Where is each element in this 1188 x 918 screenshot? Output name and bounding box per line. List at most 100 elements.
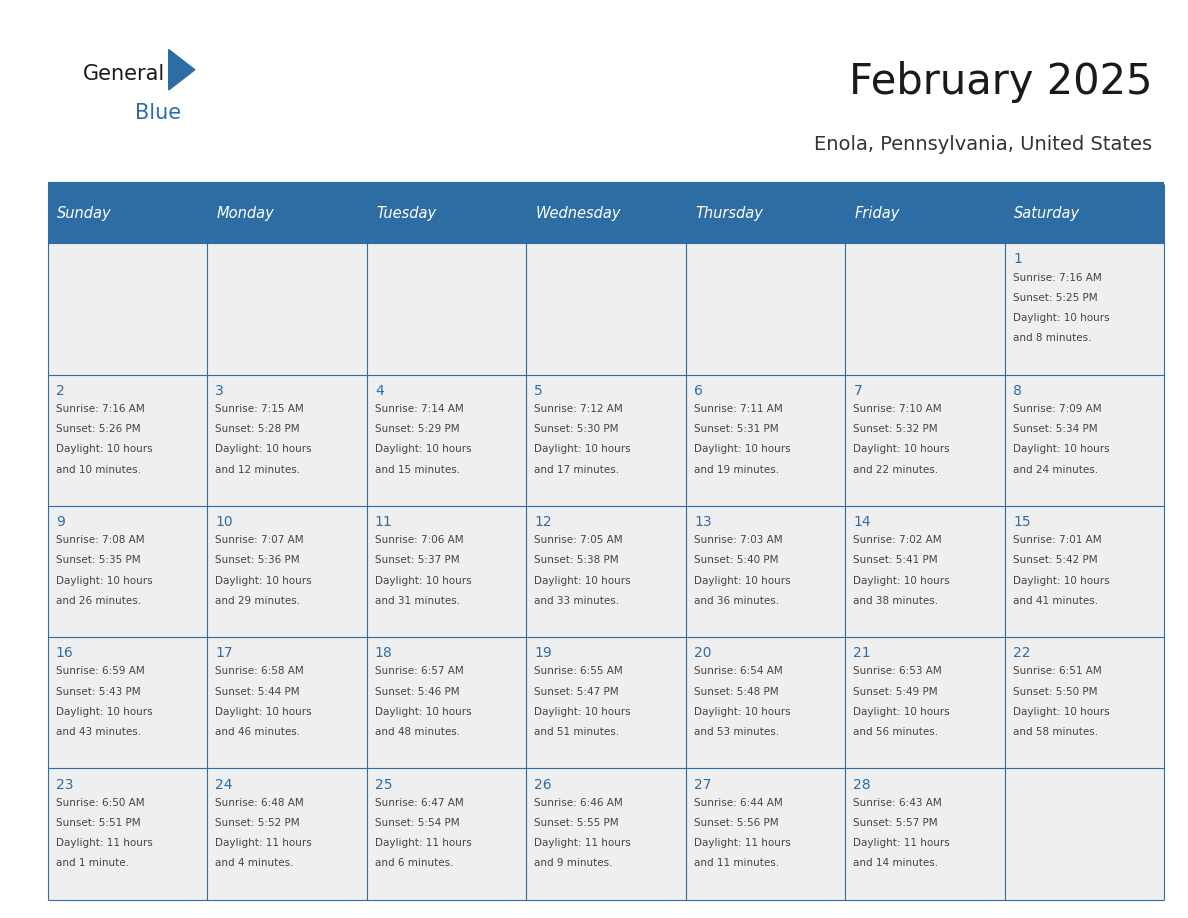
Text: Sunrise: 6:58 AM: Sunrise: 6:58 AM [215,666,304,677]
Text: and 38 minutes.: and 38 minutes. [853,596,939,606]
Text: Sunrise: 7:15 AM: Sunrise: 7:15 AM [215,404,304,414]
Text: Sunset: 5:37 PM: Sunset: 5:37 PM [375,555,460,565]
Text: Sunset: 5:43 PM: Sunset: 5:43 PM [56,687,140,697]
Polygon shape [169,50,195,90]
Text: Sunrise: 7:07 AM: Sunrise: 7:07 AM [215,535,304,545]
Text: and 19 minutes.: and 19 minutes. [694,465,779,475]
Bar [1005,375,1164,506]
Text: 1: 1 [1013,252,1022,266]
Text: Daylight: 10 hours: Daylight: 10 hours [56,444,152,454]
Text: 11: 11 [375,515,393,529]
Bar [845,243,1005,375]
Text: Sunrise: 6:54 AM: Sunrise: 6:54 AM [694,666,783,677]
Text: Daylight: 11 hours: Daylight: 11 hours [375,838,472,848]
Text: and 46 minutes.: and 46 minutes. [215,727,301,737]
Text: Daylight: 10 hours: Daylight: 10 hours [853,707,950,717]
Text: Daylight: 10 hours: Daylight: 10 hours [375,576,472,586]
Text: Blue: Blue [135,103,182,123]
Text: Sunrise: 6:50 AM: Sunrise: 6:50 AM [56,798,145,808]
Text: General: General [83,64,165,84]
Text: 4: 4 [375,384,384,397]
Bar [48,375,207,506]
Text: Tuesday: Tuesday [377,206,436,221]
Text: and 4 minutes.: and 4 minutes. [215,858,293,868]
Text: Sunrise: 7:12 AM: Sunrise: 7:12 AM [535,404,624,414]
Text: Sunset: 5:34 PM: Sunset: 5:34 PM [1013,424,1098,434]
Bar [685,243,845,375]
Text: Sunrise: 6:51 AM: Sunrise: 6:51 AM [1013,666,1101,677]
Text: Sunset: 5:57 PM: Sunset: 5:57 PM [853,818,939,828]
Text: Daylight: 10 hours: Daylight: 10 hours [1013,444,1110,454]
Text: Sunset: 5:25 PM: Sunset: 5:25 PM [1013,293,1098,303]
Text: 16: 16 [56,646,74,660]
Text: Daylight: 10 hours: Daylight: 10 hours [56,576,152,586]
Bar [845,768,1005,900]
Text: Friday: Friday [854,206,901,221]
Text: 28: 28 [853,778,871,791]
Bar [526,243,685,375]
Bar [207,243,367,375]
Text: Sunrise: 6:48 AM: Sunrise: 6:48 AM [215,798,304,808]
Text: and 43 minutes.: and 43 minutes. [56,727,141,737]
Bar [845,506,1005,637]
Text: Daylight: 10 hours: Daylight: 10 hours [215,707,312,717]
Text: Sunrise: 6:43 AM: Sunrise: 6:43 AM [853,798,942,808]
Bar [367,506,526,637]
Text: and 51 minutes.: and 51 minutes. [535,727,620,737]
Bar [685,375,845,506]
Text: Sunrise: 6:46 AM: Sunrise: 6:46 AM [535,798,624,808]
Text: and 48 minutes.: and 48 minutes. [375,727,460,737]
Text: and 26 minutes.: and 26 minutes. [56,596,141,606]
Text: Daylight: 10 hours: Daylight: 10 hours [535,576,631,586]
Text: Daylight: 10 hours: Daylight: 10 hours [694,707,790,717]
Text: and 10 minutes.: and 10 minutes. [56,465,141,475]
Text: Daylight: 10 hours: Daylight: 10 hours [375,444,472,454]
Text: Sunday: Sunday [57,206,112,221]
Text: 8: 8 [1013,384,1022,397]
Text: 12: 12 [535,515,552,529]
Text: Daylight: 10 hours: Daylight: 10 hours [56,707,152,717]
Text: Daylight: 11 hours: Daylight: 11 hours [535,838,631,848]
Text: Sunset: 5:50 PM: Sunset: 5:50 PM [1013,687,1098,697]
Text: 7: 7 [853,384,862,397]
Text: Sunrise: 7:16 AM: Sunrise: 7:16 AM [56,404,145,414]
Text: Sunset: 5:26 PM: Sunset: 5:26 PM [56,424,140,434]
Text: Sunset: 5:54 PM: Sunset: 5:54 PM [375,818,460,828]
Text: 14: 14 [853,515,871,529]
Text: Sunrise: 6:57 AM: Sunrise: 6:57 AM [375,666,463,677]
Text: Sunset: 5:36 PM: Sunset: 5:36 PM [215,555,301,565]
Text: Sunrise: 6:59 AM: Sunrise: 6:59 AM [56,666,145,677]
Text: 13: 13 [694,515,712,529]
Text: Sunset: 5:35 PM: Sunset: 5:35 PM [56,555,140,565]
Text: 2: 2 [56,384,64,397]
Bar [1005,243,1164,375]
Text: Sunset: 5:28 PM: Sunset: 5:28 PM [215,424,301,434]
Text: Sunset: 5:38 PM: Sunset: 5:38 PM [535,555,619,565]
Text: Sunrise: 6:53 AM: Sunrise: 6:53 AM [853,666,942,677]
Text: and 15 minutes.: and 15 minutes. [375,465,460,475]
Text: Daylight: 11 hours: Daylight: 11 hours [215,838,312,848]
Text: 25: 25 [375,778,392,791]
Text: Sunrise: 7:16 AM: Sunrise: 7:16 AM [1013,273,1101,283]
Text: Monday: Monday [216,206,274,221]
Text: February 2025: February 2025 [849,62,1152,103]
Text: and 8 minutes.: and 8 minutes. [1013,333,1092,343]
Text: Daylight: 10 hours: Daylight: 10 hours [535,444,631,454]
Text: Daylight: 11 hours: Daylight: 11 hours [56,838,152,848]
Text: Saturday: Saturday [1015,206,1080,221]
Text: Sunrise: 7:06 AM: Sunrise: 7:06 AM [375,535,463,545]
Bar [685,506,845,637]
Text: and 9 minutes.: and 9 minutes. [535,858,613,868]
Text: and 31 minutes.: and 31 minutes. [375,596,460,606]
Text: Daylight: 10 hours: Daylight: 10 hours [215,444,312,454]
Text: Thursday: Thursday [695,206,763,221]
Bar [1005,637,1164,768]
Bar [207,768,367,900]
Text: 10: 10 [215,515,233,529]
Text: Sunrise: 7:05 AM: Sunrise: 7:05 AM [535,535,623,545]
Text: Daylight: 10 hours: Daylight: 10 hours [1013,313,1110,323]
Text: and 29 minutes.: and 29 minutes. [215,596,301,606]
Bar [367,375,526,506]
Text: Sunset: 5:51 PM: Sunset: 5:51 PM [56,818,140,828]
Text: Sunrise: 7:10 AM: Sunrise: 7:10 AM [853,404,942,414]
